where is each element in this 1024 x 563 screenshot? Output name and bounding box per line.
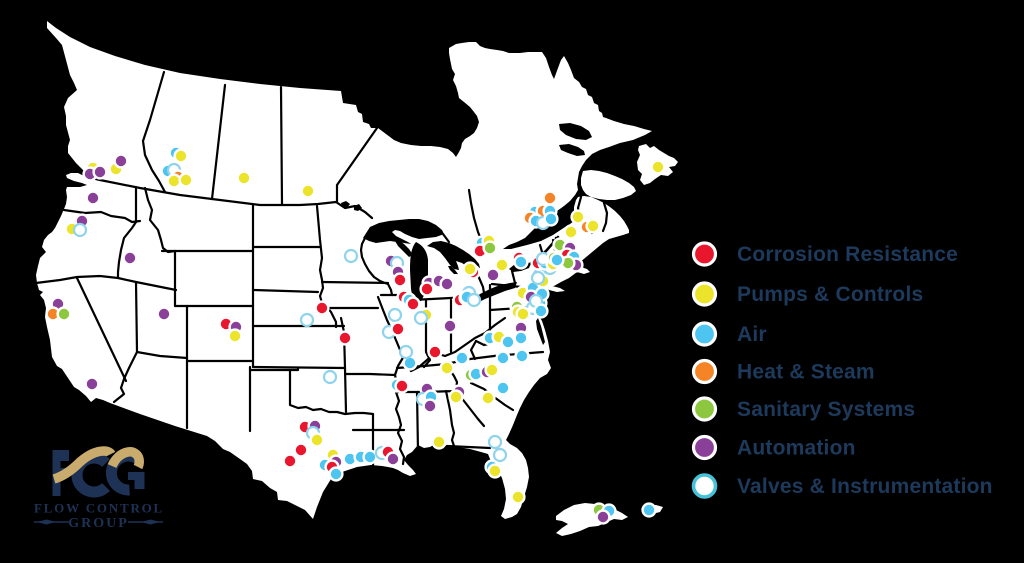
svg-text:Air: Air [737,323,767,346]
svg-text:FLOW CONTROL: FLOW CONTROL [34,501,164,516]
svg-text:Valves & Instrumentation: Valves & Instrumentation [737,475,993,498]
svg-text:Corrosion Resistance: Corrosion Resistance [737,243,958,266]
svg-text:GROUP: GROUP [68,516,129,531]
svg-text:Sanitary Systems: Sanitary Systems [737,398,915,421]
svg-text:Pumps & Controls: Pumps & Controls [737,283,923,306]
svg-text:Automation: Automation [737,437,856,460]
svg-text:Heat & Steam: Heat & Steam [737,361,875,384]
